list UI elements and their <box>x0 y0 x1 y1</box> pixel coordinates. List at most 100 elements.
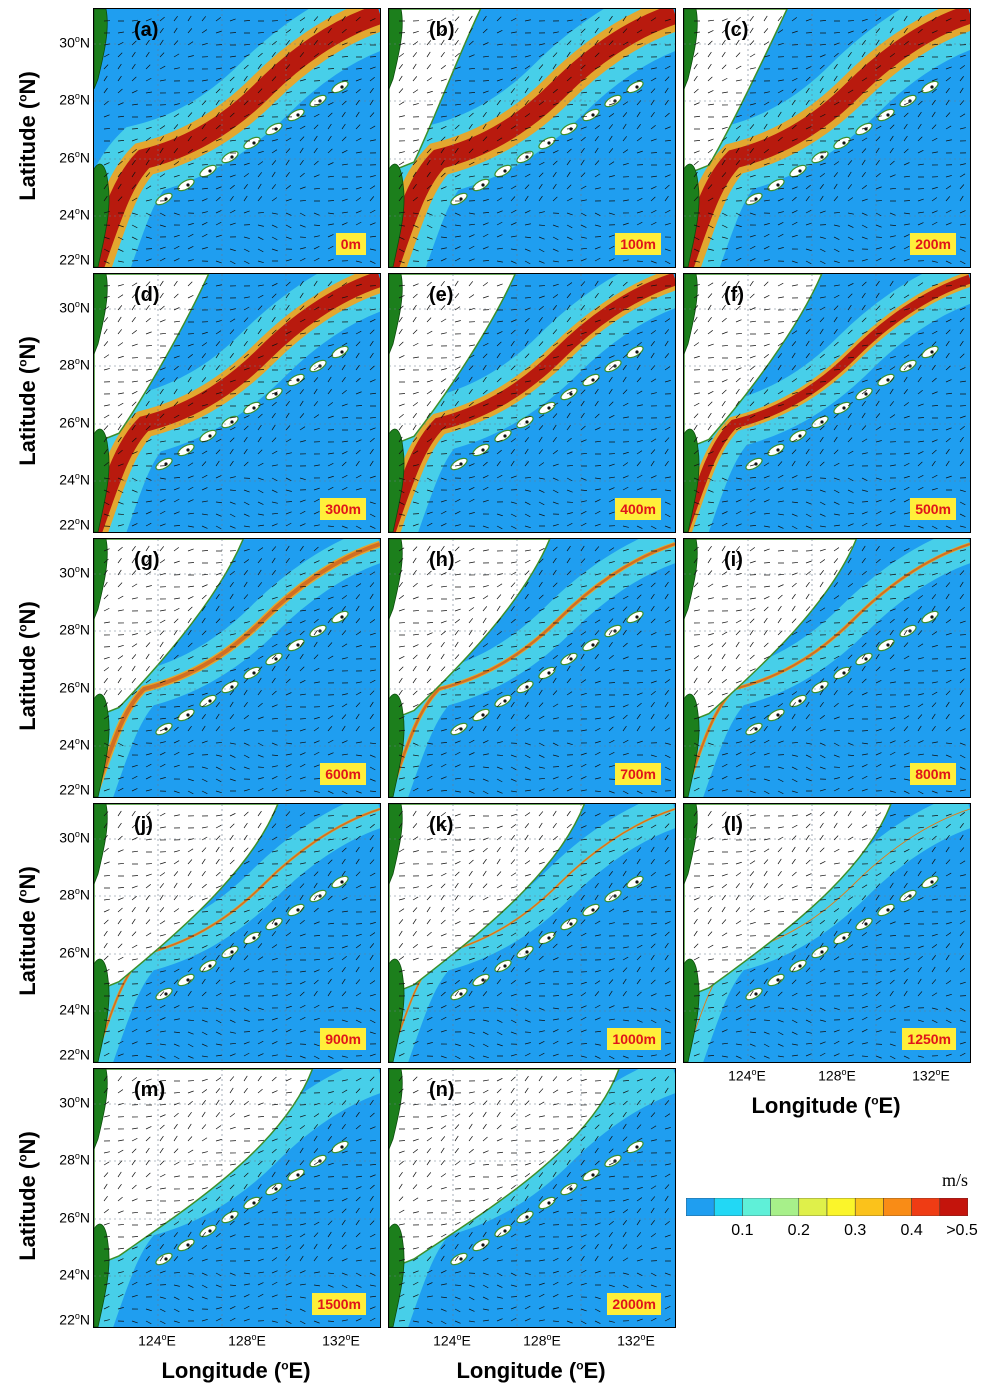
colorbar-bar <box>686 1198 968 1216</box>
current-map <box>684 539 970 797</box>
panel-label: (a) <box>134 19 158 42</box>
colorbar-tick-label: >0.5 <box>942 1222 982 1240</box>
map-panel: (g) 600m <box>93 538 381 798</box>
lat-tick-label: 28oN <box>44 1151 90 1168</box>
lat-tick-label: 24oN <box>44 206 90 223</box>
panel-label: (f) <box>724 284 744 307</box>
depth-label: 500m <box>910 498 956 520</box>
lat-tick-label: 22oN <box>44 1311 90 1328</box>
current-map <box>389 804 675 1062</box>
lon-tick-label: 128oE <box>512 1332 572 1349</box>
lat-tick-label: 24oN <box>44 736 90 753</box>
panel-label: (k) <box>429 814 453 837</box>
current-map <box>94 9 380 267</box>
lat-tick-label: 24oN <box>44 1266 90 1283</box>
colorbar-tick-label: 0.3 <box>835 1222 875 1240</box>
depth-label: 2000m <box>607 1293 661 1315</box>
colorbar-swatch <box>883 1198 911 1216</box>
map-panel: (k) 1000m <box>388 803 676 1063</box>
current-map <box>389 539 675 797</box>
map-panel: (d) 300m <box>93 273 381 533</box>
panel-label: (j) <box>134 814 153 837</box>
panel-label: (m) <box>134 1079 165 1102</box>
panel-label: (b) <box>429 19 455 42</box>
depth-label: 0m <box>336 233 366 255</box>
map-panel: (h) 700m <box>388 538 676 798</box>
lon-tick-label: 132oE <box>311 1332 371 1349</box>
lon-tick-label: 128oE <box>217 1332 277 1349</box>
lat-tick-label: 30oN <box>44 34 90 51</box>
depth-label: 200m <box>910 233 956 255</box>
current-map <box>684 9 970 267</box>
lon-tick-label: 128oE <box>807 1067 867 1084</box>
depth-label: 1500m <box>312 1293 366 1315</box>
lat-tick-label: 28oN <box>44 886 90 903</box>
lat-tick-label: 22oN <box>44 781 90 798</box>
colorbar-tick-label: 0.1 <box>722 1222 762 1240</box>
colorbar-swatch <box>742 1198 770 1216</box>
depth-label: 1000m <box>607 1028 661 1050</box>
lat-tick-label: 30oN <box>44 299 90 316</box>
colorbar-swatch <box>771 1198 799 1216</box>
colorbar-swatch <box>799 1198 827 1216</box>
current-map <box>94 804 380 1062</box>
lat-tick-label: 30oN <box>44 564 90 581</box>
current-map <box>389 274 675 532</box>
depth-label: 800m <box>910 763 956 785</box>
panel-label: (h) <box>429 549 455 572</box>
latitude-axis-label: Latitude (oN) <box>15 556 41 776</box>
latitude-axis-label: Latitude (oN) <box>15 291 41 511</box>
colorbar-swatch <box>855 1198 883 1216</box>
lat-tick-label: 22oN <box>44 251 90 268</box>
latitude-axis-label: Latitude (oN) <box>15 1086 41 1306</box>
depth-label: 1250m <box>902 1028 956 1050</box>
lat-tick-label: 26oN <box>44 414 90 431</box>
panel-label: (i) <box>724 549 743 572</box>
lat-tick-label: 22oN <box>44 516 90 533</box>
map-panel: (l) 1250m <box>683 803 971 1063</box>
map-panel: (n) 2000m <box>388 1068 676 1328</box>
latitude-axis-label: Latitude (oN) <box>15 26 41 246</box>
map-panel: (b) 100m <box>388 8 676 268</box>
current-map <box>389 1069 675 1327</box>
current-map <box>94 1069 380 1327</box>
colorbar-swatch <box>912 1198 940 1216</box>
lat-tick-label: 26oN <box>44 944 90 961</box>
lat-tick-label: 30oN <box>44 1094 90 1111</box>
lat-tick-label: 28oN <box>44 356 90 373</box>
lat-tick-label: 28oN <box>44 91 90 108</box>
lon-tick-label: 124oE <box>717 1067 777 1084</box>
lon-tick-label: 132oE <box>901 1067 961 1084</box>
lat-tick-label: 30oN <box>44 829 90 846</box>
panel-label: (n) <box>429 1079 455 1102</box>
map-panel: (j) 900m <box>93 803 381 1063</box>
depth-label: 700m <box>615 763 661 785</box>
lat-tick-label: 24oN <box>44 1001 90 1018</box>
map-panel: (c) 200m <box>683 8 971 268</box>
panel-label: (d) <box>134 284 160 307</box>
current-map <box>684 804 970 1062</box>
latitude-axis-label: Latitude (oN) <box>15 821 41 1041</box>
map-panel: (a) 0m <box>93 8 381 268</box>
lat-tick-label: 28oN <box>44 621 90 638</box>
current-map <box>389 9 675 267</box>
panel-label: (e) <box>429 284 453 307</box>
colorbar-tick-label: 0.2 <box>779 1222 819 1240</box>
lat-tick-label: 22oN <box>44 1046 90 1063</box>
colorbar-tick-label: 0.4 <box>892 1222 932 1240</box>
lat-tick-label: 26oN <box>44 149 90 166</box>
colorbar-swatch <box>714 1198 742 1216</box>
depth-label: 300m <box>320 498 366 520</box>
panel-label: (g) <box>134 549 160 572</box>
lon-tick-label: 132oE <box>606 1332 666 1349</box>
current-map <box>684 274 970 532</box>
lat-tick-label: 24oN <box>44 471 90 488</box>
depth-label: 600m <box>320 763 366 785</box>
panel-label: (l) <box>724 814 743 837</box>
map-panel: (e) 400m <box>388 273 676 533</box>
lat-tick-label: 26oN <box>44 1209 90 1226</box>
panel-label: (c) <box>724 19 748 42</box>
lon-tick-label: 124oE <box>422 1332 482 1349</box>
map-panel: (i) 800m <box>683 538 971 798</box>
longitude-axis-label: Longitude (oE) <box>676 1093 976 1119</box>
